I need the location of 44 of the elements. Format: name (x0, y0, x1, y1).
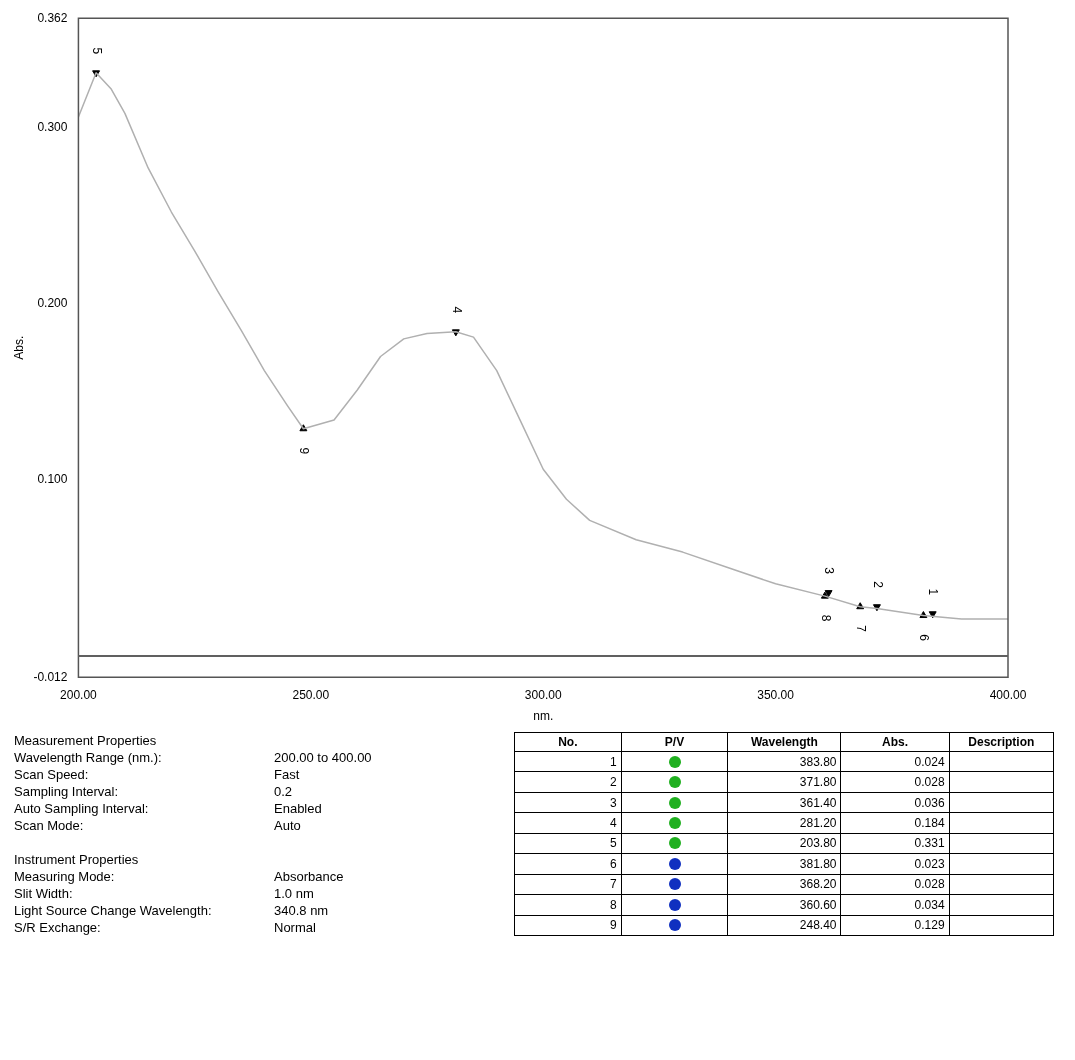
y-tick-label: 0.100 (37, 472, 68, 487)
text: 1 383.80 0.024 (609, 754, 945, 769)
text: Light Source Change Wavelength: 340.8 nm (14, 903, 329, 918)
text: Scan Speed: Fast (14, 767, 300, 782)
text: 9 248.40 0.129 (609, 918, 945, 933)
text: 8 360.60 0.034 (609, 897, 945, 912)
x-tick-label: 250.00 (292, 687, 330, 702)
x-tick-label: 400.00 (989, 687, 1027, 702)
y-tick-label: -0.012 (33, 669, 68, 684)
point (928, 611, 937, 619)
annotation: 8 (818, 614, 833, 622)
x-tick-label: 300.00 (524, 687, 562, 702)
y-tick-label: 0.200 (37, 295, 68, 310)
annotation: 6 (917, 634, 932, 642)
text: Scan Mode: Auto (14, 818, 301, 833)
x-tick-label: 200.00 (60, 687, 98, 702)
annotation: 2 (870, 581, 885, 589)
annotation: 1 (926, 588, 941, 596)
text: Wavelength Range (nm.): 200.00 to 400.00 (14, 750, 372, 765)
annotation: 3 (822, 567, 837, 575)
text: 6 381.80 0.023 (609, 856, 945, 871)
annotation: 4 (449, 306, 464, 314)
text: Measurement Properties (14, 732, 158, 749)
annotation: 9 (297, 447, 312, 455)
point (824, 590, 833, 598)
annotation: 7 (853, 625, 868, 633)
text: 4 281.20 0.184 (609, 816, 945, 831)
text: Measuring Mode: Absorbance (14, 869, 344, 884)
text: No. P/V Wavelength Abs. Description (558, 735, 1035, 749)
annotation: 5 (89, 47, 104, 55)
text: S/R Exchange: Normal (14, 920, 316, 935)
text: 5 203.80 0.331 (609, 836, 945, 851)
text: Auto Sampling Interval: Enabled (14, 801, 322, 816)
text: Instrument Properties (14, 851, 140, 868)
text: Slit Width: 1.0 nm (14, 886, 314, 901)
text: 7 368.20 0.028 (609, 877, 945, 892)
text: 2 371.80 0.028 (609, 775, 945, 790)
y-axis-title: Abs. (11, 335, 26, 360)
x-axis-title: nm. (533, 709, 554, 724)
text: Sampling Interval: 0.2 (14, 784, 293, 799)
x-tick-label: 350.00 (757, 687, 795, 702)
y-tick-label: 0.362 (37, 10, 68, 25)
text: 3 361.40 0.036 (609, 795, 945, 810)
y-tick-label: 0.300 (37, 119, 68, 134)
